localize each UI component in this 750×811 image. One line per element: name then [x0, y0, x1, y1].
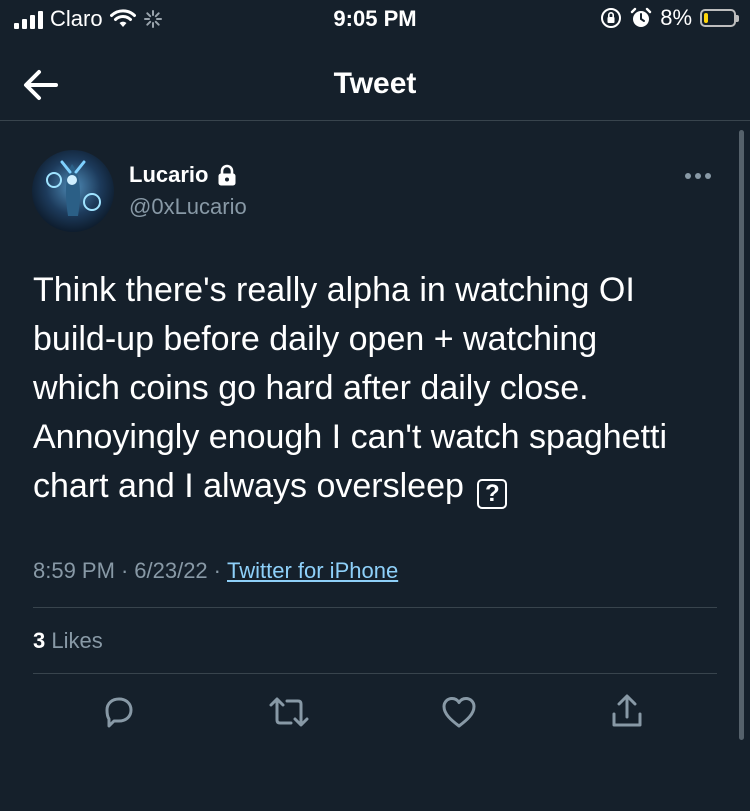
signal-strength-icon — [14, 9, 43, 29]
author-name[interactable]: Lucario — [129, 162, 237, 188]
header: Tweet — [0, 50, 750, 120]
share-button[interactable] — [605, 690, 649, 734]
lock-icon — [218, 164, 236, 186]
tweet-source-link[interactable]: Twitter for iPhone — [227, 558, 399, 583]
carrier-label: Claro — [50, 6, 103, 31]
status-time: 9:05 PM — [333, 6, 417, 31]
meta-separator: · — [213, 558, 221, 583]
author-handle[interactable]: @0xLucario — [129, 194, 247, 219]
share-icon — [612, 694, 642, 727]
status-right: 8% — [600, 5, 739, 31]
alarm-icon — [631, 7, 652, 27]
status-left: Claro — [14, 6, 163, 32]
reply-icon — [105, 697, 133, 728]
likes-label: Likes — [51, 628, 103, 653]
tweet-meta: 8:59 PM · 6/23/22 · Twitter for iPhone — [33, 558, 398, 584]
reply-button[interactable] — [97, 690, 141, 734]
more-options-button[interactable] — [680, 166, 716, 186]
header-divider — [0, 120, 750, 121]
like-icon — [442, 697, 476, 728]
likes-number: 3 — [33, 628, 46, 653]
unsupported-emoji-icon: ? — [477, 479, 508, 509]
retweet-button[interactable] — [267, 690, 311, 734]
scrollbar[interactable] — [739, 130, 744, 740]
meta-separator: · — [120, 558, 129, 583]
battery-percent: 8% — [660, 5, 692, 30]
like-button[interactable] — [437, 690, 481, 734]
more-dot-icon — [685, 173, 691, 179]
battery-level — [704, 13, 708, 23]
avatar[interactable] — [32, 150, 114, 232]
retweet-icon — [269, 697, 309, 727]
author-name-label: Lucario — [129, 162, 209, 187]
status-bar: Claro 9:05 PM 8% — [0, 0, 750, 40]
battery-icon — [700, 9, 739, 27]
more-dot-icon — [705, 173, 711, 179]
tweet-body: Think there's really alpha in watching O… — [33, 271, 668, 505]
likes-count[interactable]: 3 Likes — [33, 628, 103, 654]
back-arrow-icon — [24, 70, 58, 100]
divider — [33, 607, 717, 608]
more-dot-icon — [695, 173, 701, 179]
tweet-date: 6/23/22 — [134, 558, 208, 583]
orientation-lock-icon — [601, 8, 622, 28]
tweet-text: Think there's really alpha in watching O… — [33, 266, 723, 511]
loading-spinner-icon — [143, 10, 162, 28]
tweet-time: 8:59 PM — [33, 558, 115, 583]
avatar-image-icon — [32, 150, 114, 232]
page-title: Tweet — [333, 67, 417, 100]
divider — [33, 673, 717, 674]
back-button[interactable] — [20, 64, 62, 106]
wifi-icon — [109, 9, 136, 27]
